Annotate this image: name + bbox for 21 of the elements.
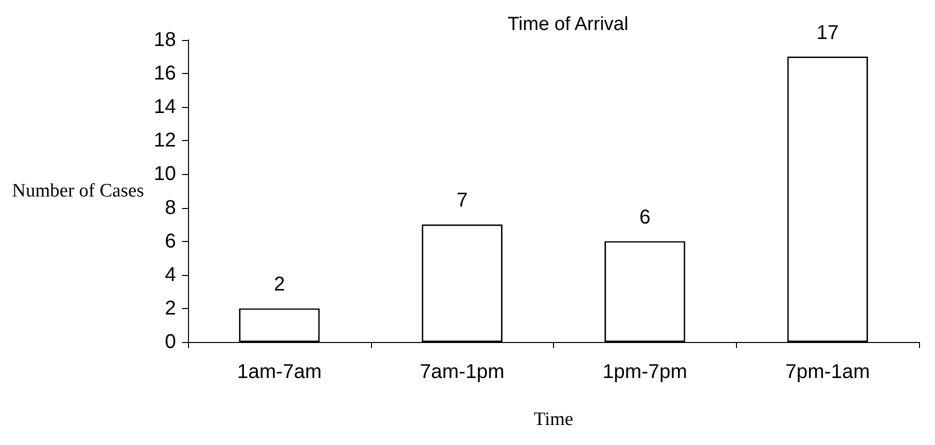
data-label: 17 xyxy=(816,22,839,44)
chart-title: Time of Arrival xyxy=(508,14,628,35)
x-axis-title: Time xyxy=(534,409,574,430)
data-label: 2 xyxy=(274,273,285,296)
y-tick-label: 16 xyxy=(154,62,176,85)
y-tick-label: 18 xyxy=(154,29,176,51)
x-tick-label: 7pm-1am xyxy=(785,361,870,383)
data-label: 7 xyxy=(456,190,468,212)
y-tick-label: 14 xyxy=(154,96,176,118)
x-tick-label: 7am-1pm xyxy=(420,361,504,383)
x-tick-label: 1pm-7pm xyxy=(602,361,688,383)
y-tick-label: 0 xyxy=(164,331,176,353)
y-axis-title: Number of Cases xyxy=(12,180,144,202)
y-tick-label: 8 xyxy=(164,196,176,219)
y-tick-label: 4 xyxy=(164,264,176,286)
x-tick-label: 1am-7am xyxy=(237,361,322,383)
y-tick-label: 10 xyxy=(154,163,176,186)
data-label: 6 xyxy=(639,206,650,228)
y-tick-label: 12 xyxy=(154,130,176,152)
y-tick-label: 2 xyxy=(164,297,176,320)
y-tick-label: 6 xyxy=(164,230,176,252)
